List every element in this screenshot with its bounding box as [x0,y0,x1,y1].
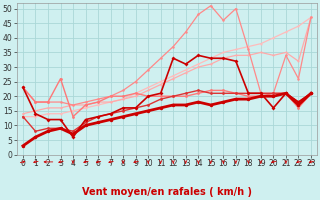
X-axis label: Vent moyen/en rafales ( km/h ): Vent moyen/en rafales ( km/h ) [82,187,252,197]
